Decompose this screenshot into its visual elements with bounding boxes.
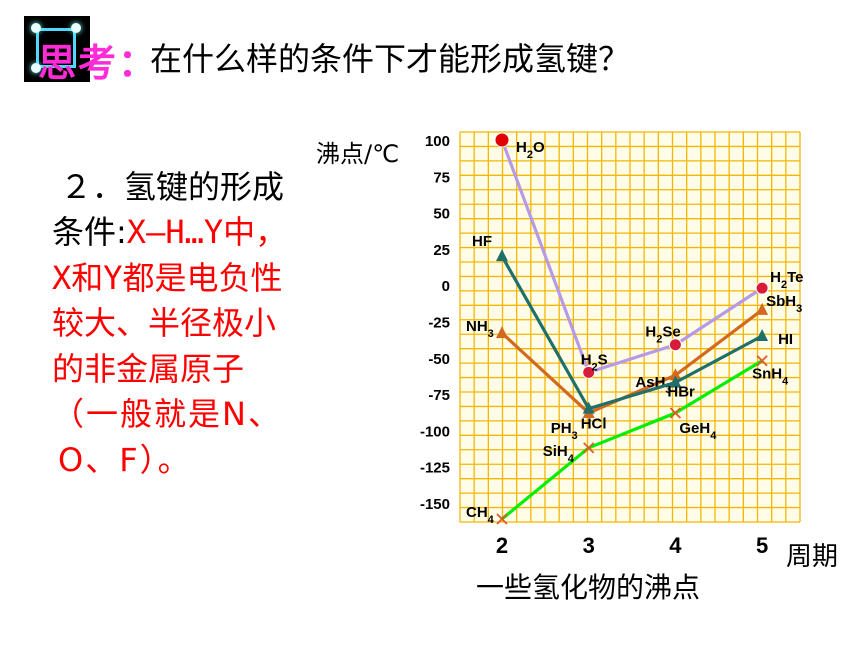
series-line-IV (500, 359, 763, 521)
data-point-ash3 (669, 368, 682, 381)
y-axis-label: 沸点/℃ (316, 140, 400, 168)
text-line-3: X和Y都是电负性 (52, 258, 283, 297)
y-tick-label: -125 (420, 460, 450, 477)
series-line-VI (500, 139, 763, 374)
hydrogen-bond-conditions: ２．氢键的形成 条件:X—H…Y中， X和Y都是电负性 较大、半径极小 的非金属… (52, 165, 362, 483)
data-point-snh4 (756, 355, 768, 367)
text-line-5: 的非金属原子 (52, 349, 245, 388)
data-point-hbr (669, 375, 682, 388)
compound-label-geh4: GeH4 (679, 420, 717, 442)
data-point-sih4 (583, 442, 595, 454)
series-IV: CH4 SiH4 GeH4 SnH4 (466, 355, 789, 526)
question-title: 在什么样的条件下才能形成氢键？ (150, 40, 631, 78)
data-point-h2se (668, 338, 682, 352)
text-line-4: 较大、半径极小 (52, 304, 277, 343)
y-tick-label: 25 (433, 242, 450, 259)
compound-label-h2o: H2O (516, 139, 545, 161)
data-point-h2s (582, 365, 596, 379)
y-tick-label: 100 (425, 133, 450, 150)
x-axis-label: 周期 (786, 542, 839, 572)
logo-frame (36, 28, 76, 68)
compound-label-sih4: SiH4 (543, 443, 575, 465)
y-tick-label: -25 (428, 315, 450, 332)
chart-caption: 一些氢化物的沸点 (476, 571, 701, 604)
compound-label-hf: HF (472, 233, 492, 250)
y-tick-label: 50 (433, 206, 450, 223)
compound-label-nh3: NH3 (466, 318, 494, 340)
y-tick-label: 0 (442, 278, 450, 295)
data-point-hf (496, 249, 508, 262)
series-line-VII (500, 255, 763, 411)
y-tick-label: -75 (428, 387, 450, 404)
y-tick-label: -50 (428, 351, 450, 368)
data-point-nh3 (496, 326, 508, 339)
compound-label-h2te: H2Te (770, 269, 803, 291)
data-point-sbh3 (756, 302, 769, 315)
y-tick-label: 75 (433, 169, 450, 186)
text-line-6: （一般就是N、 (52, 395, 282, 434)
text-line-2: 条件:X—H…Y中， (52, 210, 362, 255)
compound-label-ph3: PH3 (551, 420, 578, 442)
data-point-hi (756, 329, 769, 342)
x-tick-label: 3 (583, 533, 595, 558)
compound-label-h2s: H2S (581, 351, 608, 373)
data-point-geh4 (669, 407, 682, 419)
y-tick-label: -100 (420, 423, 450, 440)
y-tick-label: -150 (420, 496, 450, 513)
compound-label-sbh3: SbH3 (766, 293, 802, 315)
logo-corner-tr (71, 23, 81, 33)
data-point-ch4 (496, 513, 508, 525)
compound-label-hi: HI (778, 331, 793, 348)
data-point-h2te (755, 281, 769, 295)
data-point-h2o (494, 132, 510, 148)
compound-label-hcl: HCl (581, 416, 607, 433)
think-badge-text: 思考： (38, 41, 159, 85)
series-VI: H2O H2S H2Se H2Te (494, 132, 803, 379)
logo-corner-bl (31, 63, 41, 73)
text-line-2-formula: X—H…Y中， (126, 213, 288, 252)
logo-corner-tl (31, 23, 41, 33)
x-tick-label: 5 (756, 533, 768, 558)
x-tick-label: 4 (669, 533, 682, 558)
text-line-2-label: 条件: (52, 213, 127, 252)
compound-label-ch4: CH4 (466, 504, 495, 526)
series-VII: HF HCl HBr HI (472, 233, 793, 432)
data-point-hcl (582, 401, 595, 414)
text-line-1: ２．氢键的形成 (60, 168, 285, 206)
logo (24, 16, 90, 82)
compound-label-hbr: HBr (667, 383, 695, 400)
compound-label-h2se: H2Se (645, 324, 680, 346)
text-line-7: O、F）。 (58, 440, 192, 479)
compound-label-snh4: SnH4 (752, 366, 789, 388)
x-tick-label: 2 (496, 533, 508, 558)
